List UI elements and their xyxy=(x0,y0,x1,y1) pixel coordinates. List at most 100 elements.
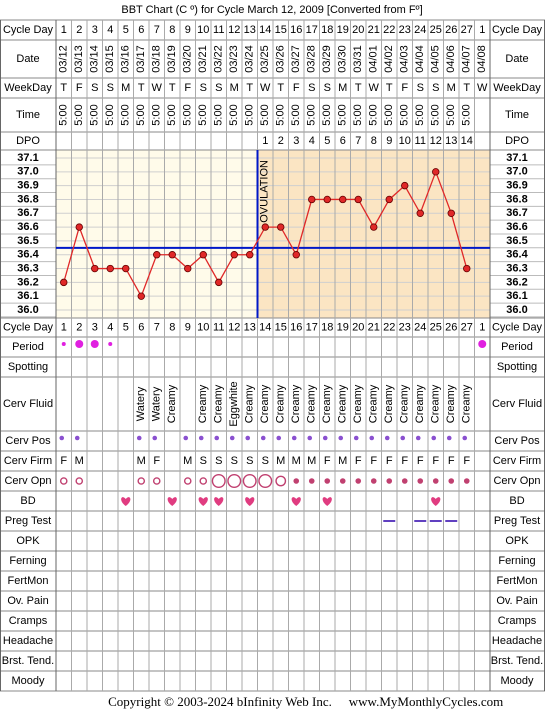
date: 03/30 xyxy=(337,45,349,73)
cervical-opening xyxy=(370,478,377,484)
cervical-firmness: S xyxy=(200,455,207,467)
cycle-day: 18 xyxy=(321,24,333,36)
time: 5:00 xyxy=(197,104,209,125)
cervical-fluid: Creamy xyxy=(337,384,349,423)
cervical-opening xyxy=(242,474,257,489)
time: 5:00 xyxy=(337,104,349,125)
y-tick-label: 36.0 xyxy=(506,304,527,316)
date: 03/13 xyxy=(73,45,85,73)
cervical-fluid: Creamy xyxy=(399,384,411,423)
cervical-opening xyxy=(355,478,362,484)
weekday: T xyxy=(355,82,362,94)
cycle-day: 24 xyxy=(414,321,426,333)
cervical-position xyxy=(431,435,437,441)
row-label: Cerv Fluid xyxy=(3,398,53,410)
cervical-fluid: Creamy xyxy=(213,384,225,423)
y-tick-label: 36.1 xyxy=(506,290,527,302)
y-tick-label: 36.7 xyxy=(17,207,38,219)
temperature-point xyxy=(122,264,130,273)
cycle-day: 4 xyxy=(107,24,113,36)
time: 5:00 xyxy=(73,104,85,125)
period-dot xyxy=(61,342,66,346)
cervical-opening xyxy=(432,478,439,484)
cycle-day: 14 xyxy=(259,24,271,36)
weekday: F xyxy=(184,82,191,94)
row-label: Cycle Day xyxy=(3,24,54,36)
temperature-point xyxy=(354,195,362,204)
website-link[interactable]: www.MyMonthlyCycles.com xyxy=(349,694,503,709)
temperature-point xyxy=(323,195,331,204)
cervical-fluid: Eggwhite xyxy=(228,381,240,426)
cervical-fluid: Watery xyxy=(135,386,147,421)
cycle-day: 23 xyxy=(399,321,411,333)
date: 04/08 xyxy=(476,45,488,73)
cervical-firmness: S xyxy=(262,455,269,467)
row-label: Headache xyxy=(492,635,542,647)
cycle-day: 19 xyxy=(337,321,349,333)
cycle-day: 16 xyxy=(290,321,302,333)
cervical-fluid: Creamy xyxy=(275,384,287,423)
cycle-day: 27 xyxy=(461,24,473,36)
date: 03/23 xyxy=(228,45,240,73)
temperature-point xyxy=(401,181,409,190)
dpo: 1 xyxy=(262,135,268,147)
cycle-day: 17 xyxy=(306,24,318,36)
time: 5:00 xyxy=(120,104,132,125)
cervical-opening xyxy=(417,478,424,484)
temperature-point xyxy=(308,195,316,204)
time: 5:00 xyxy=(244,104,256,125)
cycle-day: 20 xyxy=(352,321,364,333)
row-label: OPK xyxy=(16,535,40,547)
cervical-opening xyxy=(401,478,408,484)
cervical-opening xyxy=(386,478,393,484)
row-label: BD xyxy=(509,495,524,507)
date: 04/05 xyxy=(430,45,442,73)
luteal-shading xyxy=(257,150,490,318)
row-label: Cramps xyxy=(498,615,537,627)
row-label: Spotting xyxy=(497,361,537,373)
y-tick-label: 37.0 xyxy=(506,166,527,178)
weekday: S xyxy=(308,82,315,94)
dpo: 11 xyxy=(415,135,426,147)
dpo: 10 xyxy=(399,135,411,147)
row-label: Date xyxy=(505,53,528,65)
cervical-firmness: F xyxy=(432,455,439,467)
y-tick-label: 37.1 xyxy=(506,152,527,164)
dpo: 8 xyxy=(371,135,377,147)
temperature-point xyxy=(370,223,378,231)
cervical-firmness: S xyxy=(215,455,222,467)
weekday: W xyxy=(260,82,271,94)
date: 04/02 xyxy=(383,45,395,73)
row-label: Ferning xyxy=(9,555,46,567)
cervical-firmness: F xyxy=(370,455,377,467)
cervical-firmness: S xyxy=(246,455,253,467)
cervical-firmness: F xyxy=(386,455,393,467)
period-dot xyxy=(108,342,113,346)
cervical-position xyxy=(446,435,452,441)
y-tick-label: 36.9 xyxy=(17,180,38,192)
temperature-point xyxy=(137,292,145,300)
period-dot xyxy=(478,340,487,348)
cycle-day: 11 xyxy=(213,321,224,333)
time: 5:00 xyxy=(151,104,163,125)
row-label: Period xyxy=(501,341,533,353)
temperature-point xyxy=(60,278,68,287)
cervical-fluid: Creamy xyxy=(290,384,302,423)
cycle-day: 21 xyxy=(368,321,380,333)
cervical-position xyxy=(307,435,313,441)
row-label: Cerv Firm xyxy=(4,455,52,467)
time: 5:00 xyxy=(445,104,457,125)
weekday: F xyxy=(76,82,83,94)
temperature-point xyxy=(168,251,176,259)
date: 03/19 xyxy=(166,45,178,73)
cycle-day: 7 xyxy=(154,24,160,36)
weekday: T xyxy=(169,82,176,94)
weekday: S xyxy=(91,82,98,94)
cervical-opening xyxy=(258,474,273,489)
cycle-day: 10 xyxy=(197,321,209,333)
time: 5:00 xyxy=(135,104,147,125)
row-label: Cerv Fluid xyxy=(492,398,542,410)
date: 04/01 xyxy=(368,45,380,73)
cycle-day: 1 xyxy=(61,321,67,333)
y-tick-label: 36.8 xyxy=(17,193,38,205)
